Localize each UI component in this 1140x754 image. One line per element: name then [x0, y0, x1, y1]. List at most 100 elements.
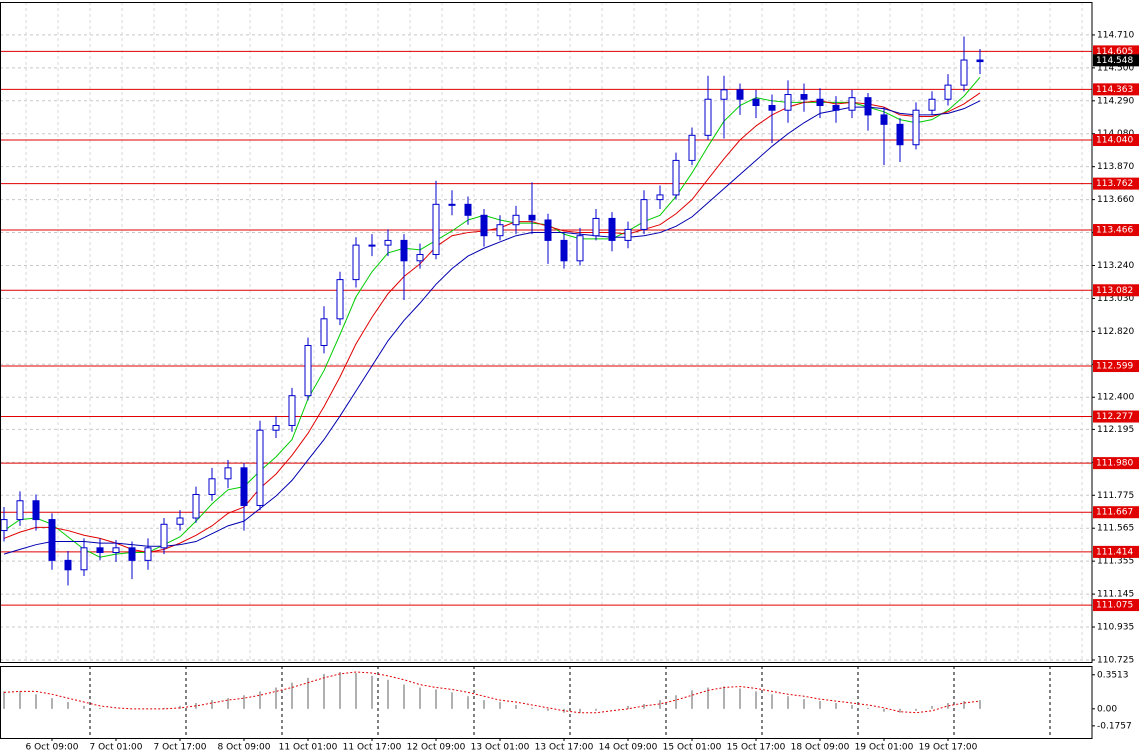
y-tick-label: 112.195 [1097, 425, 1134, 435]
indicator-tick-label: 0.3513 [1097, 670, 1129, 680]
x-tick-label: 11 Oct 01:00 [279, 743, 338, 753]
x-tick-label: 19 Oct 01:00 [855, 743, 914, 753]
y-tick-label: 114.500 [1097, 63, 1134, 73]
level-label-box [1093, 506, 1139, 519]
level-label: 112.599 [1096, 362, 1133, 372]
candle-body [208, 478, 216, 495]
x-tick-label: 11 Oct 17:00 [343, 743, 402, 753]
level-label: 111.667 [1096, 508, 1133, 518]
current-price-label: 114.548 [1096, 56, 1133, 66]
y-tick-label: 112.820 [1097, 327, 1134, 337]
y-tick-label: 110.725 [1097, 655, 1134, 665]
candle-body [80, 547, 88, 571]
candle-body [608, 217, 616, 241]
candle-body [48, 519, 56, 561]
x-tick-label: 7 Oct 17:00 [154, 743, 207, 753]
candle-body [736, 89, 744, 100]
candle-body [416, 254, 424, 262]
candle-body [576, 235, 584, 262]
main-pane-frame [0, 2, 1093, 663]
level-label: 111.980 [1096, 459, 1133, 469]
candle-body [16, 500, 24, 521]
candle-body [112, 547, 120, 554]
candle-body [432, 203, 440, 256]
level-label-box [1093, 457, 1139, 470]
candle-body [256, 429, 264, 506]
y-tick-label: 113.660 [1097, 195, 1134, 205]
level-label-box [1093, 545, 1139, 558]
candle-body [144, 547, 152, 561]
candle-body [768, 105, 776, 111]
candle-body [96, 547, 104, 554]
candle-body [272, 424, 280, 431]
level-label-box [1093, 224, 1139, 237]
y-tick-label: 114.710 [1097, 30, 1134, 40]
x-tick-label: 19 Oct 17:00 [919, 743, 978, 753]
y-tick-label: 111.775 [1097, 491, 1134, 501]
x-tick-label: 18 Oct 09:00 [791, 743, 850, 753]
candle-body [976, 59, 984, 63]
candle-body [816, 98, 824, 107]
level-label: 111.075 [1096, 601, 1133, 611]
level-label: 114.040 [1096, 136, 1133, 146]
level-label: 112.277 [1096, 412, 1133, 422]
candle-body [176, 517, 184, 525]
level-label-box [1093, 83, 1139, 96]
candle-body [352, 244, 360, 281]
x-tick-label: 8 Oct 09:00 [218, 743, 271, 753]
candle-body [400, 239, 408, 262]
candle-body [912, 109, 920, 146]
candle-body [0, 519, 8, 532]
candle-body [192, 493, 200, 519]
level-label: 111.414 [1096, 547, 1133, 557]
level-label: 114.363 [1096, 85, 1133, 95]
candle-body [752, 98, 760, 107]
level-label-box [1093, 599, 1139, 612]
candle-body [688, 134, 696, 161]
x-tick-label: 13 Oct 17:00 [535, 743, 594, 753]
y-tick-label: 114.290 [1097, 96, 1134, 106]
candle-body [528, 214, 536, 221]
indicator-pane-frame [0, 666, 1093, 739]
candle-body [448, 203, 456, 206]
candle-body [224, 467, 232, 480]
candle-body [512, 214, 520, 226]
level-label-box [1093, 134, 1139, 147]
candle-body [464, 203, 472, 216]
candle-body [848, 97, 856, 111]
y-tick-label: 111.355 [1097, 557, 1134, 567]
candle-body [592, 217, 600, 237]
level-label: 114.605 [1096, 47, 1133, 57]
y-tick-label: 111.565 [1097, 524, 1134, 534]
candle-body [672, 159, 680, 196]
candle-body [496, 224, 504, 237]
y-tick-label: 113.240 [1097, 261, 1134, 271]
candle-body [784, 94, 792, 111]
candle-body [864, 97, 872, 116]
indicator-tick-label: 0.00 [1097, 704, 1117, 714]
candle-body [640, 199, 648, 230]
level-label-box [1093, 284, 1139, 297]
candle-body [880, 114, 888, 125]
candle-body [128, 547, 136, 561]
x-tick-label: 12 Oct 09:00 [407, 743, 466, 753]
candle-body [800, 94, 808, 100]
candle-body [368, 244, 376, 247]
level-label-box [1093, 410, 1139, 423]
candle-body [480, 214, 488, 237]
y-tick-label: 113.030 [1097, 294, 1134, 304]
candle-body [656, 194, 664, 201]
y-tick-label: 111.145 [1097, 590, 1134, 600]
x-tick-label: 14 Oct 09:00 [599, 743, 658, 753]
candle-body [384, 239, 392, 246]
candle-body [704, 98, 712, 136]
y-tick-label: 113.870 [1097, 162, 1134, 172]
candle-body [896, 123, 904, 146]
x-tick-label: 7 Oct 01:00 [90, 743, 143, 753]
level-label: 113.466 [1096, 226, 1133, 236]
candle-body [720, 89, 728, 100]
candle-body [64, 559, 72, 571]
indicator-tick-label: -0.1757 [1097, 721, 1132, 731]
level-label: 113.762 [1096, 179, 1133, 189]
